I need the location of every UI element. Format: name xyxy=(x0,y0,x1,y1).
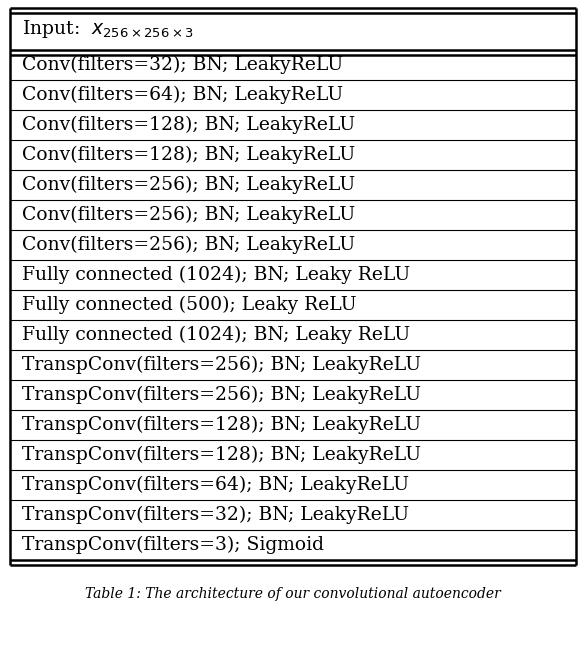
Text: Conv(filters=128); BN; LeakyReLU: Conv(filters=128); BN; LeakyReLU xyxy=(22,116,355,134)
Text: Conv(filters=32); BN; LeakyReLU: Conv(filters=32); BN; LeakyReLU xyxy=(22,56,343,74)
Text: Fully connected (500); Leaky ReLU: Fully connected (500); Leaky ReLU xyxy=(22,296,357,314)
Text: Table 1: The architecture of our convolutional autoencoder: Table 1: The architecture of our convolu… xyxy=(85,587,501,601)
Text: TranspConv(filters=128); BN; LeakyReLU: TranspConv(filters=128); BN; LeakyReLU xyxy=(22,416,421,434)
Text: TranspConv(filters=128); BN; LeakyReLU: TranspConv(filters=128); BN; LeakyReLU xyxy=(22,446,421,464)
Text: Conv(filters=64); BN; LeakyReLU: Conv(filters=64); BN; LeakyReLU xyxy=(22,86,343,104)
Text: Conv(filters=128); BN; LeakyReLU: Conv(filters=128); BN; LeakyReLU xyxy=(22,146,355,164)
Text: TranspConv(filters=256); BN; LeakyReLU: TranspConv(filters=256); BN; LeakyReLU xyxy=(22,386,421,404)
Text: Conv(filters=256); BN; LeakyReLU: Conv(filters=256); BN; LeakyReLU xyxy=(22,236,355,254)
Text: Input:  $x_{256\times256\times3}$: Input: $x_{256\times256\times3}$ xyxy=(22,18,194,40)
Text: Conv(filters=256); BN; LeakyReLU: Conv(filters=256); BN; LeakyReLU xyxy=(22,176,355,194)
Text: Fully connected (1024); BN; Leaky ReLU: Fully connected (1024); BN; Leaky ReLU xyxy=(22,266,410,284)
Text: TranspConv(filters=3); Sigmoid: TranspConv(filters=3); Sigmoid xyxy=(22,536,324,554)
Text: TranspConv(filters=32); BN; LeakyReLU: TranspConv(filters=32); BN; LeakyReLU xyxy=(22,506,409,524)
Text: TranspConv(filters=64); BN; LeakyReLU: TranspConv(filters=64); BN; LeakyReLU xyxy=(22,476,409,494)
Text: Conv(filters=256); BN; LeakyReLU: Conv(filters=256); BN; LeakyReLU xyxy=(22,206,355,224)
Text: TranspConv(filters=256); BN; LeakyReLU: TranspConv(filters=256); BN; LeakyReLU xyxy=(22,356,421,374)
Text: Fully connected (1024); BN; Leaky ReLU: Fully connected (1024); BN; Leaky ReLU xyxy=(22,326,410,344)
